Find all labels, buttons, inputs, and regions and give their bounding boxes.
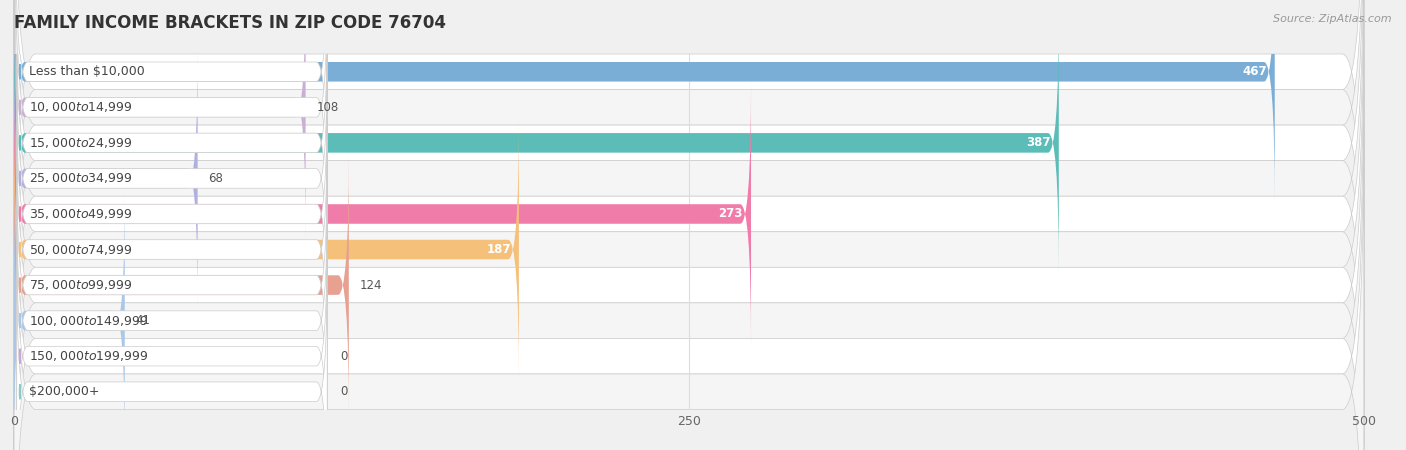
Text: 0: 0 xyxy=(340,385,349,398)
Text: $35,000 to $49,999: $35,000 to $49,999 xyxy=(28,207,132,221)
Text: $50,000 to $74,999: $50,000 to $74,999 xyxy=(28,243,132,256)
FancyBboxPatch shape xyxy=(14,81,751,346)
FancyBboxPatch shape xyxy=(17,153,328,418)
FancyBboxPatch shape xyxy=(17,0,328,240)
Text: 187: 187 xyxy=(486,243,510,256)
FancyBboxPatch shape xyxy=(14,0,1364,445)
Text: $10,000 to $14,999: $10,000 to $14,999 xyxy=(28,100,132,114)
FancyBboxPatch shape xyxy=(17,259,328,450)
Text: $15,000 to $24,999: $15,000 to $24,999 xyxy=(28,136,132,150)
FancyBboxPatch shape xyxy=(14,90,1364,450)
Text: 41: 41 xyxy=(135,314,150,327)
Text: 68: 68 xyxy=(208,172,224,185)
Text: $25,000 to $34,999: $25,000 to $34,999 xyxy=(28,171,132,185)
FancyBboxPatch shape xyxy=(14,0,1364,450)
FancyBboxPatch shape xyxy=(14,0,1364,450)
Text: $100,000 to $149,999: $100,000 to $149,999 xyxy=(28,314,148,328)
FancyBboxPatch shape xyxy=(14,0,1275,204)
Text: Source: ZipAtlas.com: Source: ZipAtlas.com xyxy=(1274,14,1392,23)
Text: 0: 0 xyxy=(340,350,349,363)
Text: Less than $10,000: Less than $10,000 xyxy=(28,65,145,78)
FancyBboxPatch shape xyxy=(17,224,328,450)
Text: 124: 124 xyxy=(360,279,382,292)
FancyBboxPatch shape xyxy=(14,0,1364,410)
FancyBboxPatch shape xyxy=(14,46,198,311)
Text: 108: 108 xyxy=(316,101,339,114)
Text: $200,000+: $200,000+ xyxy=(28,385,100,398)
FancyBboxPatch shape xyxy=(14,0,305,240)
FancyBboxPatch shape xyxy=(14,153,349,418)
Text: 467: 467 xyxy=(1241,65,1267,78)
FancyBboxPatch shape xyxy=(17,0,328,204)
FancyBboxPatch shape xyxy=(14,125,1364,450)
Text: 273: 273 xyxy=(718,207,742,220)
Text: FAMILY INCOME BRACKETS IN ZIP CODE 76704: FAMILY INCOME BRACKETS IN ZIP CODE 76704 xyxy=(14,14,446,32)
FancyBboxPatch shape xyxy=(17,117,328,382)
Text: $150,000 to $199,999: $150,000 to $199,999 xyxy=(28,349,148,363)
FancyBboxPatch shape xyxy=(14,10,1059,275)
Text: 387: 387 xyxy=(1026,136,1050,149)
Text: $75,000 to $99,999: $75,000 to $99,999 xyxy=(28,278,132,292)
FancyBboxPatch shape xyxy=(17,188,328,450)
FancyBboxPatch shape xyxy=(17,81,328,346)
FancyBboxPatch shape xyxy=(17,46,328,311)
FancyBboxPatch shape xyxy=(14,0,1364,374)
FancyBboxPatch shape xyxy=(14,0,1364,338)
FancyBboxPatch shape xyxy=(14,18,1364,450)
FancyBboxPatch shape xyxy=(14,117,519,382)
FancyBboxPatch shape xyxy=(14,54,1364,450)
FancyBboxPatch shape xyxy=(17,10,328,275)
FancyBboxPatch shape xyxy=(14,188,125,450)
